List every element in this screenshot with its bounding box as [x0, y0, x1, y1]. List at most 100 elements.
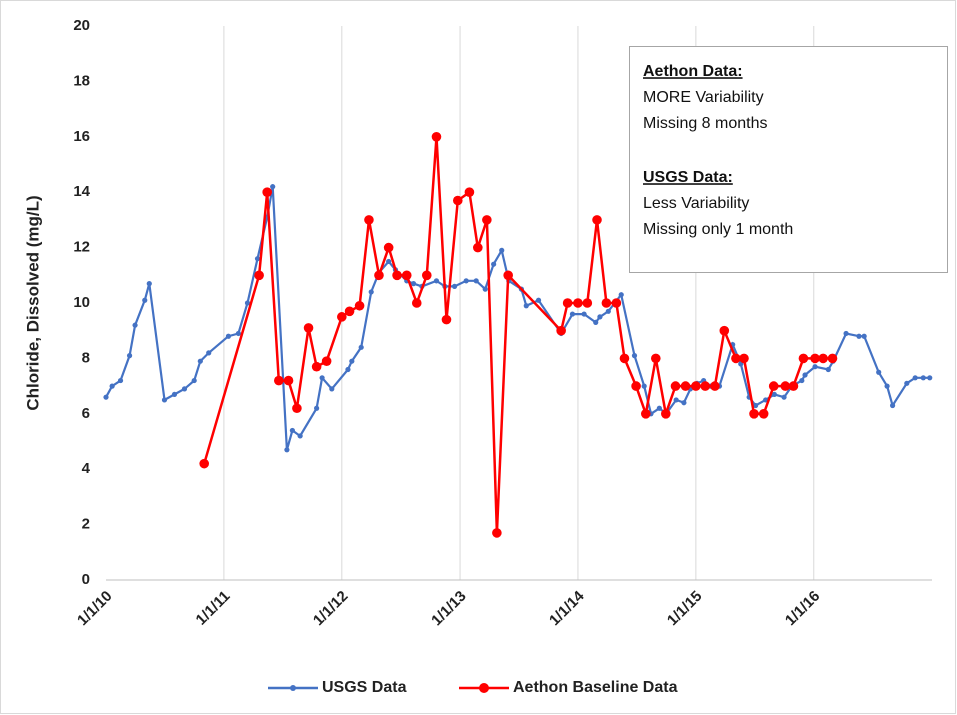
data-point: [386, 258, 392, 265]
data-point: [582, 298, 593, 308]
data-point: [314, 405, 320, 411]
y-tick-label: 16: [73, 128, 90, 145]
data-point: [473, 278, 479, 284]
y-tick-label: 14: [73, 183, 90, 200]
data-point: [818, 353, 828, 364]
legend-label: Aethon Baseline Data: [513, 679, 678, 696]
data-point: [601, 298, 612, 308]
y-tick-label: 20: [73, 17, 90, 34]
data-point: [463, 278, 469, 284]
data-point: [383, 242, 394, 253]
data-point: [491, 261, 497, 267]
data-point: [492, 528, 502, 538]
y-axis-title: Chloride, Dissolved (mg/L): [23, 195, 42, 410]
data-point: [297, 433, 303, 439]
y-tick-label: 6: [82, 405, 90, 422]
data-point: [641, 383, 647, 389]
data-point: [739, 353, 749, 364]
data-point: [161, 397, 168, 403]
data-point: [912, 375, 918, 381]
data-point: [354, 300, 365, 311]
data-point: [920, 375, 926, 381]
legend-marker: [290, 685, 296, 691]
data-point: [451, 283, 458, 289]
data-point: [103, 394, 109, 400]
data-point: [270, 184, 276, 190]
y-tick-label: 0: [82, 571, 90, 588]
data-point: [569, 311, 576, 317]
data-point: [368, 289, 374, 295]
annotation-text: USGS Data:: [643, 169, 733, 186]
data-point: [421, 270, 432, 281]
data-point: [337, 312, 347, 322]
data-point: [904, 380, 910, 386]
y-tick-label: 8: [82, 349, 90, 366]
data-point: [345, 366, 351, 373]
data-point: [573, 298, 583, 308]
data-point: [244, 300, 251, 306]
data-point: [827, 353, 838, 364]
data-point: [597, 314, 603, 320]
data-point: [235, 330, 242, 337]
data-point: [605, 308, 611, 314]
data-point: [523, 303, 529, 309]
data-point: [289, 427, 295, 434]
data-point: [225, 333, 232, 339]
data-point: [132, 322, 138, 328]
data-point: [661, 409, 671, 419]
data-point: [358, 344, 364, 350]
data-point: [681, 400, 687, 406]
data-point: [753, 402, 759, 409]
annotation-box: [629, 46, 948, 273]
data-point: [482, 286, 488, 292]
data-point: [499, 247, 505, 253]
data-point: [562, 298, 573, 308]
legend-label: USGS Data: [322, 679, 407, 696]
data-point: [197, 358, 203, 364]
data-point: [611, 298, 622, 308]
data-point: [781, 394, 787, 400]
data-point: [329, 386, 335, 392]
data-point: [142, 297, 148, 303]
data-point: [452, 195, 463, 206]
data-point: [631, 381, 641, 391]
data-point: [303, 323, 314, 333]
data-point: [825, 366, 831, 373]
annotation-text: Missing 8 months: [643, 115, 768, 132]
data-point: [126, 353, 133, 359]
y-tick-label: 10: [73, 294, 90, 311]
data-point: [758, 409, 769, 419]
data-point: [535, 297, 542, 303]
data-point: [433, 278, 440, 284]
data-point: [889, 402, 896, 409]
data-point: [254, 270, 264, 281]
data-point: [592, 215, 602, 225]
data-point: [656, 405, 662, 411]
data-point: [619, 353, 630, 364]
data-point: [719, 325, 730, 336]
data-point: [441, 314, 452, 325]
data-point: [349, 358, 355, 364]
data-point: [311, 361, 322, 372]
data-point: [884, 383, 890, 389]
data-point: [876, 369, 882, 375]
data-point: [810, 353, 820, 364]
data-point: [771, 391, 777, 398]
data-point: [556, 325, 566, 336]
y-tick-label: 4: [82, 460, 91, 477]
data-point: [651, 353, 661, 364]
annotation-text: Less Variability: [643, 195, 749, 212]
data-point: [171, 391, 178, 398]
y-tick-label: 18: [73, 72, 90, 89]
data-point: [802, 372, 808, 378]
data-point: [768, 381, 779, 391]
y-tick-label: 12: [73, 239, 90, 256]
data-point: [749, 409, 759, 419]
data-point: [411, 298, 422, 308]
data-point: [710, 381, 720, 391]
data-point: [680, 381, 691, 391]
data-point: [798, 353, 809, 364]
data-point: [631, 353, 638, 359]
data-point: [812, 364, 818, 370]
data-point: [292, 403, 302, 414]
